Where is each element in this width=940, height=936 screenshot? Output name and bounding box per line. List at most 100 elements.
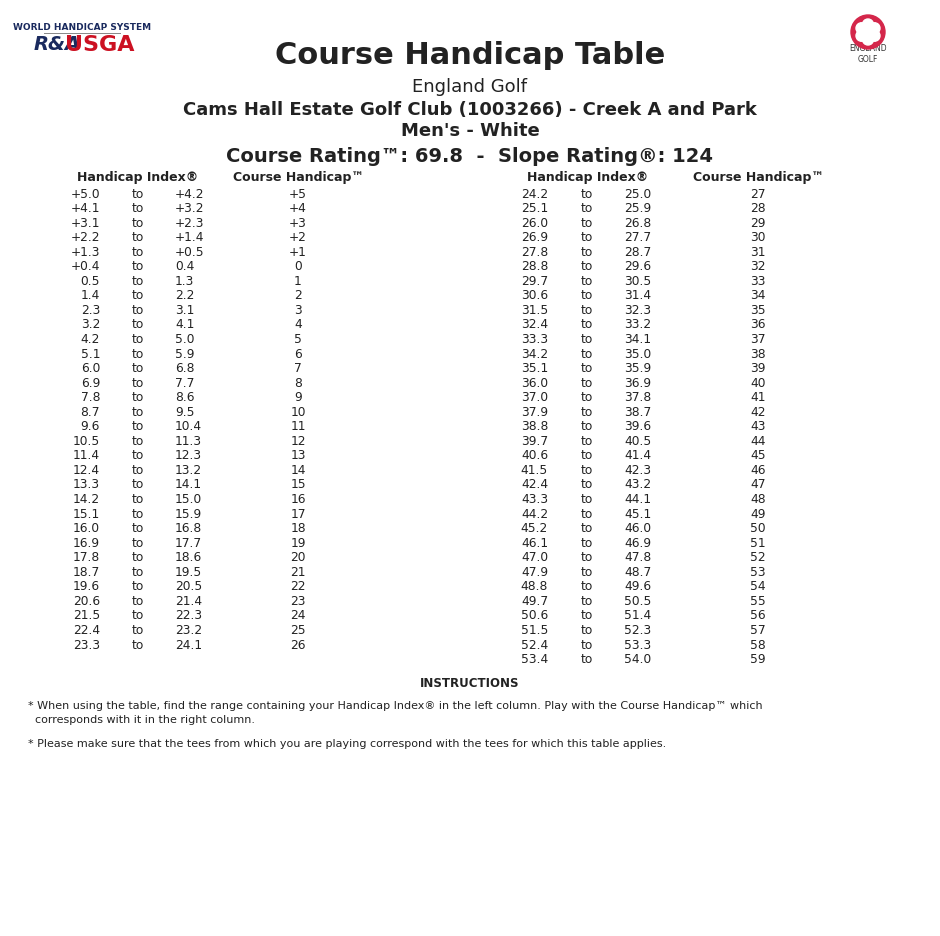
Text: 17.7: 17.7 <box>175 536 202 549</box>
Text: 56: 56 <box>750 609 766 622</box>
Text: 21.5: 21.5 <box>72 609 100 622</box>
Text: to: to <box>132 435 144 447</box>
Text: 23.3: 23.3 <box>73 638 100 651</box>
Text: +1: +1 <box>290 245 307 258</box>
Text: to: to <box>132 609 144 622</box>
Text: to: to <box>132 580 144 593</box>
Text: 4.2: 4.2 <box>81 333 100 346</box>
Text: 36: 36 <box>750 318 766 331</box>
Text: to: to <box>132 187 144 200</box>
Text: 7.7: 7.7 <box>175 376 195 389</box>
Text: 3.2: 3.2 <box>81 318 100 331</box>
Text: 58: 58 <box>750 638 766 651</box>
Text: 35.0: 35.0 <box>624 347 651 360</box>
Text: to: to <box>581 565 593 578</box>
Text: 13.3: 13.3 <box>73 478 100 491</box>
Text: 21: 21 <box>290 565 306 578</box>
Text: 6.0: 6.0 <box>81 362 100 375</box>
Text: to: to <box>581 216 593 229</box>
Text: to: to <box>581 318 593 331</box>
Text: 1: 1 <box>294 275 302 287</box>
Text: 53.3: 53.3 <box>624 638 651 651</box>
Text: 27: 27 <box>750 187 766 200</box>
Text: 54.0: 54.0 <box>624 653 651 666</box>
Text: 29.7: 29.7 <box>521 275 548 287</box>
Text: 10: 10 <box>290 405 306 418</box>
Text: 40: 40 <box>750 376 766 389</box>
Text: 37: 37 <box>750 333 766 346</box>
Text: to: to <box>581 478 593 491</box>
Text: 12.4: 12.4 <box>73 464 100 477</box>
Text: to: to <box>581 187 593 200</box>
Text: 14.2: 14.2 <box>73 493 100 506</box>
Text: 6: 6 <box>294 347 302 360</box>
Text: 0.5: 0.5 <box>81 275 100 287</box>
Text: 11: 11 <box>290 420 306 433</box>
Text: 19.6: 19.6 <box>73 580 100 593</box>
Text: 38: 38 <box>750 347 766 360</box>
Text: +5: +5 <box>289 187 307 200</box>
Text: to: to <box>132 216 144 229</box>
Text: 48.8: 48.8 <box>521 580 548 593</box>
Text: 31.5: 31.5 <box>521 304 548 317</box>
Text: to: to <box>132 449 144 462</box>
Text: +3: +3 <box>290 216 307 229</box>
Text: to: to <box>581 260 593 273</box>
Text: 46.1: 46.1 <box>521 536 548 549</box>
Text: Course Rating™: 69.8  -  Slope Rating®: 124: Course Rating™: 69.8 - Slope Rating®: 12… <box>227 148 713 167</box>
Text: 10.5: 10.5 <box>72 435 100 447</box>
Text: Cams Hall Estate Golf Club (1003266) - Creek A and Park: Cams Hall Estate Golf Club (1003266) - C… <box>183 101 757 119</box>
Text: 33.3: 33.3 <box>521 333 548 346</box>
Text: to: to <box>581 304 593 317</box>
Text: to: to <box>132 347 144 360</box>
Text: 51.5: 51.5 <box>521 624 548 637</box>
Text: 34: 34 <box>750 289 766 302</box>
Text: 38.7: 38.7 <box>624 405 651 418</box>
Text: 13: 13 <box>290 449 306 462</box>
Text: to: to <box>581 202 593 215</box>
Circle shape <box>869 22 880 34</box>
Text: 4: 4 <box>294 318 302 331</box>
Text: to: to <box>132 202 144 215</box>
Text: 52.4: 52.4 <box>521 638 548 651</box>
Text: 14: 14 <box>290 464 306 477</box>
Text: 14.1: 14.1 <box>175 478 202 491</box>
Text: 16.0: 16.0 <box>73 522 100 535</box>
Text: 33.2: 33.2 <box>624 318 651 331</box>
Text: 25.9: 25.9 <box>624 202 651 215</box>
Text: 59: 59 <box>750 653 766 666</box>
Text: 1.3: 1.3 <box>175 275 195 287</box>
Text: 50.6: 50.6 <box>521 609 548 622</box>
Text: * When using the table, find the range containing your Handicap Index® in the le: * When using the table, find the range c… <box>28 701 762 710</box>
Text: to: to <box>581 405 593 418</box>
Text: 50: 50 <box>750 522 766 535</box>
Text: +5.0: +5.0 <box>70 187 100 200</box>
Text: 30.6: 30.6 <box>521 289 548 302</box>
Text: 23: 23 <box>290 595 306 607</box>
Text: 9.5: 9.5 <box>175 405 195 418</box>
Text: 53: 53 <box>750 565 766 578</box>
Text: 5.1: 5.1 <box>81 347 100 360</box>
Text: 0.4: 0.4 <box>175 260 195 273</box>
Text: 32.4: 32.4 <box>521 318 548 331</box>
Text: 34.1: 34.1 <box>624 333 651 346</box>
Text: to: to <box>132 245 144 258</box>
Text: to: to <box>132 304 144 317</box>
Text: 45: 45 <box>750 449 766 462</box>
Text: * Please make sure that the tees from which you are playing correspond with the : * Please make sure that the tees from wh… <box>28 739 666 749</box>
Text: to: to <box>581 507 593 520</box>
Text: 29.6: 29.6 <box>624 260 651 273</box>
Text: to: to <box>132 493 144 506</box>
Text: WORLD HANDICAP SYSTEM: WORLD HANDICAP SYSTEM <box>13 23 151 33</box>
Text: Course Handicap Table: Course Handicap Table <box>274 41 666 70</box>
Text: 18.7: 18.7 <box>72 565 100 578</box>
Text: to: to <box>581 275 593 287</box>
Text: 24: 24 <box>290 609 306 622</box>
Text: to: to <box>581 536 593 549</box>
Text: to: to <box>132 595 144 607</box>
Text: to: to <box>132 391 144 404</box>
Text: 34.2: 34.2 <box>521 347 548 360</box>
Text: 37.9: 37.9 <box>521 405 548 418</box>
Text: to: to <box>132 551 144 564</box>
Text: +2: +2 <box>290 231 307 244</box>
